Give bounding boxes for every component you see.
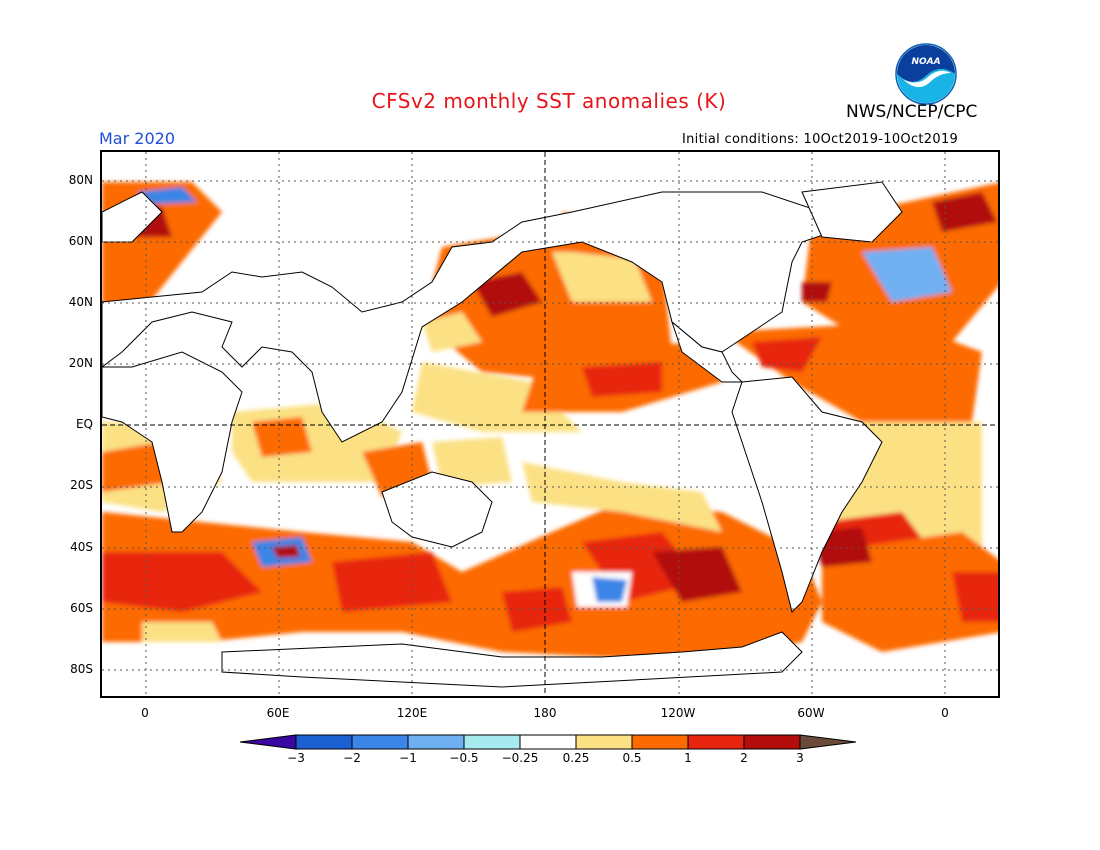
colorbar-swatch [687,734,745,750]
initial-conditions: Initial conditions: 10Oct2019-10Oct2019 [682,132,959,147]
noaa-logo: NOAA [895,43,957,105]
lon-label-60w: 60W [797,706,825,720]
lon-label-120e: 120E [396,706,428,720]
agency-label: NWS/NCEP/CPC [846,102,978,122]
lon-label-0: 0 [141,706,149,720]
equator-dateline [102,152,998,696]
lat-label-60s: 60S [70,601,93,615]
lon-label-60e: 60E [266,706,290,720]
colorbar-swatch [519,734,577,750]
colorbar-swatch [351,734,409,750]
colorbar-tick-label: −0.25 [501,751,539,765]
sst-anomaly-map [100,150,1000,698]
colorbar-tick-label: −0.5 [449,751,479,765]
colorbar-swatch [743,734,801,750]
colorbar-swatch [295,734,353,750]
lat-label-20n: 20N [68,356,93,370]
page-title: CFSv2 monthly SST anomalies (K) [371,89,727,113]
colorbar-tick-label: 1 [684,751,692,765]
lat-label-80n: 80N [68,173,93,187]
colorbar-swatch [799,734,857,750]
colorbar-tick-label: −2 [343,751,361,765]
graticule [102,152,998,696]
colorbar [240,734,857,750]
colorbar-swatch [407,734,465,750]
colorbar-tick-label: 2 [740,751,748,765]
valid-month: Mar 2020 [99,129,175,148]
lat-label-40s: 40S [70,540,93,554]
lon-label-0-east: 0 [941,706,949,720]
map-canvas [102,152,998,696]
continents [102,181,903,688]
colorbar-tick-label: 0.25 [562,751,590,765]
colorbar-tick-label: 3 [796,751,804,765]
lat-label-40n: 40N [68,295,93,309]
anomaly-field [102,182,998,662]
colorbar-swatch [463,734,521,750]
lon-label-180: 180 [533,706,557,720]
colorbar-swatch [631,734,689,750]
lat-label-60n: 60N [68,234,93,248]
lat-label-20s: 20S [70,478,93,492]
lon-label-120w: 120W [660,706,696,720]
colorbar-swatch [240,734,297,750]
colorbar-swatch [575,734,633,750]
colorbar-tick-label: −3 [287,751,305,765]
colorbar-tick-label: 0.5 [622,751,642,765]
lat-label-80s: 80S [70,662,93,676]
lat-label-eq: EQ [75,417,93,431]
colorbar-tick-label: −1 [399,751,417,765]
logo-text: NOAA [911,57,940,67]
